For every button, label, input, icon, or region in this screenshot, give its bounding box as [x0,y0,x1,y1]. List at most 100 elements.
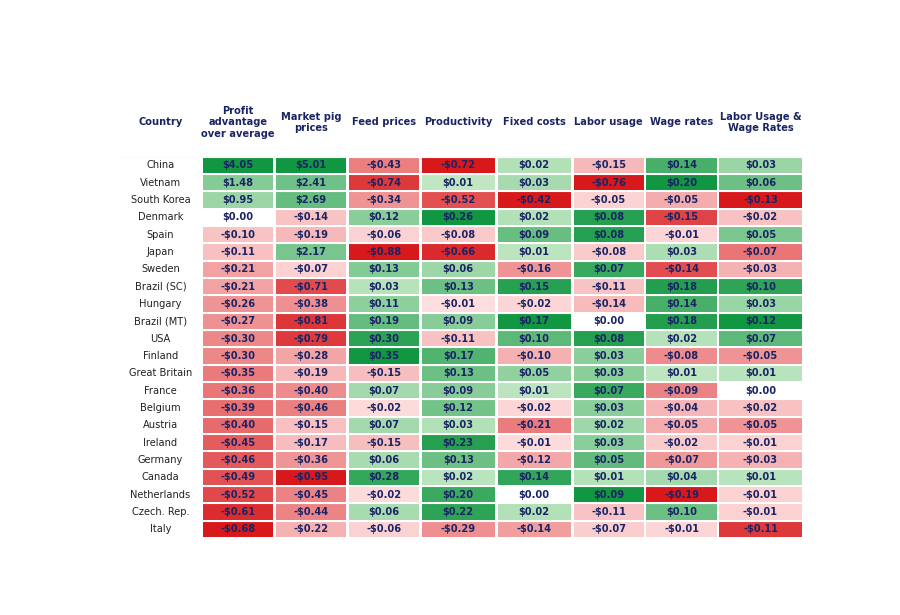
Bar [646,383,716,399]
Bar [348,487,418,502]
Bar [646,261,716,277]
Bar [498,522,571,537]
Bar [498,261,571,277]
Text: -$0.02: -$0.02 [366,403,401,413]
Text: -$0.02: -$0.02 [742,212,778,222]
Text: $0.01: $0.01 [443,178,473,188]
Bar [498,331,571,346]
Bar [275,314,346,329]
Bar [498,365,571,381]
Bar [348,383,418,399]
Bar [498,192,571,208]
Text: $0.02: $0.02 [518,507,550,517]
Text: $0.18: $0.18 [666,282,697,292]
Text: Netherlands: Netherlands [130,490,191,499]
Text: $0.09: $0.09 [518,229,550,240]
Bar [202,504,273,520]
Bar [348,348,418,363]
Text: $0.02: $0.02 [518,212,550,222]
Bar [646,348,716,363]
Bar [719,331,802,346]
Bar [421,469,495,485]
Bar [202,383,273,399]
Bar [719,487,802,502]
Text: -$0.05: -$0.05 [742,351,778,361]
Bar [421,331,495,346]
Bar [348,279,418,295]
Bar [646,400,716,416]
Text: -$0.11: -$0.11 [441,333,475,344]
Text: $5.01: $5.01 [295,161,327,170]
Bar [348,331,418,346]
Text: -$0.45: -$0.45 [220,438,256,448]
Bar [719,504,802,520]
Bar [275,418,346,433]
Text: -$0.08: -$0.08 [591,247,626,257]
Bar [646,365,716,381]
Bar [275,331,346,346]
Bar [498,227,571,242]
Text: -$0.52: -$0.52 [220,490,256,499]
Text: -$0.08: -$0.08 [664,351,699,361]
Text: -$0.10: -$0.10 [517,351,552,361]
Text: -$0.04: -$0.04 [664,403,699,413]
Text: -$0.30: -$0.30 [220,333,256,344]
Bar [646,244,716,260]
Bar [421,348,495,363]
Bar [275,435,346,450]
Bar [646,175,716,191]
Bar [646,296,716,312]
Bar [202,210,273,225]
Bar [202,261,273,277]
Bar [275,210,346,225]
Text: -$0.42: -$0.42 [517,195,552,205]
Text: -$0.30: -$0.30 [220,351,256,361]
Text: Country: Country [139,117,183,127]
Text: -$0.05: -$0.05 [742,420,778,430]
Text: -$0.68: -$0.68 [220,524,256,534]
Text: Ireland: Ireland [143,438,177,448]
Bar [719,192,802,208]
Text: -$0.88: -$0.88 [366,247,401,257]
Text: -$0.07: -$0.07 [743,247,778,257]
Text: $0.06: $0.06 [745,178,776,188]
Text: -$0.19: -$0.19 [664,490,699,499]
Bar [202,365,273,381]
Text: USA: USA [150,333,171,344]
Bar [348,469,418,485]
Text: Fixed costs: Fixed costs [503,117,565,127]
Text: $0.07: $0.07 [593,386,624,395]
Text: -$0.02: -$0.02 [742,403,778,413]
Text: -$0.15: -$0.15 [366,438,401,448]
Text: -$0.72: -$0.72 [441,161,476,170]
Bar [275,261,346,277]
Text: -$0.15: -$0.15 [591,161,626,170]
Text: $0.12: $0.12 [443,403,473,413]
Text: -$0.01: -$0.01 [441,299,476,309]
Bar [573,192,643,208]
Bar [573,210,643,225]
Bar [719,244,802,260]
Bar [421,400,495,416]
Text: -$0.14: -$0.14 [591,299,626,309]
Text: $0.01: $0.01 [518,386,550,395]
Bar [421,157,495,173]
Text: -$0.01: -$0.01 [743,507,778,517]
Bar [348,314,418,329]
Text: $0.13: $0.13 [443,368,473,378]
Bar [719,348,802,363]
Text: $2.69: $2.69 [295,195,327,205]
Text: -$0.01: -$0.01 [743,490,778,499]
Bar [646,227,716,242]
Text: $0.00: $0.00 [593,316,625,327]
Bar [275,469,346,485]
Text: $0.04: $0.04 [666,472,698,482]
Text: $0.01: $0.01 [666,368,697,378]
Text: -$0.11: -$0.11 [591,507,626,517]
Text: -$0.01: -$0.01 [517,438,552,448]
Text: Finland: Finland [143,351,178,361]
Text: $0.00: $0.00 [745,386,776,395]
Text: -$0.36: -$0.36 [220,386,256,395]
Text: -$0.29: -$0.29 [441,524,476,534]
Text: $0.02: $0.02 [666,333,698,344]
